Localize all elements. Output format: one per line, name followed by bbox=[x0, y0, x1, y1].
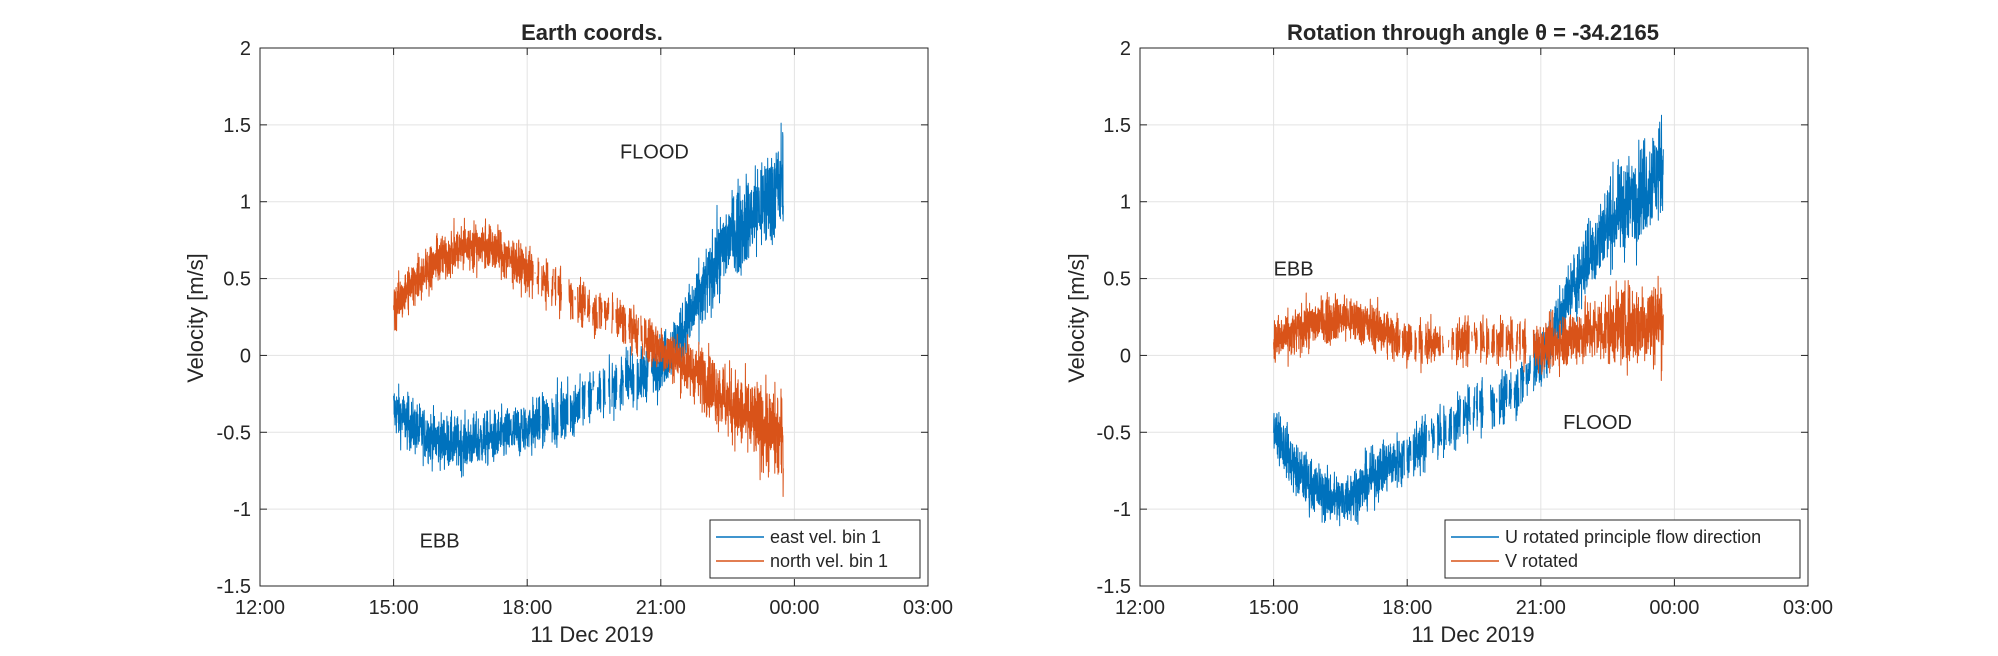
x-tick-label: 18:00 bbox=[1382, 597, 1432, 619]
x-tick-label: 21:00 bbox=[636, 597, 686, 619]
x-tick-label: 15:00 bbox=[1249, 597, 1299, 619]
x-tick-label: 00:00 bbox=[769, 597, 819, 619]
annotation-ebb: EBB bbox=[420, 531, 460, 553]
legend-entry: north vel. bin 1 bbox=[770, 551, 888, 571]
axes-box bbox=[259, 47, 929, 587]
axes-box bbox=[1139, 47, 1809, 587]
chart-earth-coords: Earth coords. 11 Dec 2019 Velocity [m/s]… bbox=[183, 20, 953, 647]
y-tick-label: 1 bbox=[1120, 192, 1131, 214]
y-axis-label: Velocity [m/s] bbox=[1064, 253, 1089, 383]
series-0-line bbox=[1273, 114, 1664, 527]
x-tick-label: 03:00 bbox=[1783, 597, 1833, 619]
legend-entry: V rotated bbox=[1505, 551, 1578, 571]
y-tick-label: -1.5 bbox=[1097, 576, 1131, 598]
y-tick-label: -0.5 bbox=[1097, 422, 1131, 444]
y-tick-label: -1.5 bbox=[217, 576, 251, 598]
y-tick-label: 0 bbox=[240, 345, 251, 367]
series-group bbox=[1273, 114, 1664, 527]
y-tick-label: 1 bbox=[240, 192, 251, 214]
annotation-ebb: EBB bbox=[1274, 258, 1314, 280]
chart-rotation: Rotation through angle θ = -34.2165 11 D… bbox=[1064, 20, 1833, 647]
legend: U rotated principle flow direction V rota… bbox=[1444, 519, 1801, 579]
x-axis-label: 11 Dec 2019 bbox=[1411, 622, 1534, 647]
x-tick-label: 03:00 bbox=[903, 597, 953, 619]
series-group bbox=[393, 122, 784, 497]
legend-box bbox=[1444, 519, 1801, 579]
y-tick-label: 2 bbox=[240, 38, 251, 60]
legend-entry: east vel. bin 1 bbox=[770, 527, 881, 547]
y-tick-label: 1.5 bbox=[223, 115, 251, 137]
y-tick-label: 0.5 bbox=[1103, 269, 1131, 291]
x-tick-label: 12:00 bbox=[1115, 597, 1165, 619]
series-1-line bbox=[393, 217, 784, 497]
y-tick-label: -0.5 bbox=[217, 422, 251, 444]
grid bbox=[1139, 47, 1809, 587]
y-tick-label: 0.5 bbox=[223, 269, 251, 291]
y-tick-label: -1 bbox=[233, 499, 251, 521]
legend-entry: U rotated principle flow direction bbox=[1505, 527, 1761, 547]
x-tick-label: 00:00 bbox=[1649, 597, 1699, 619]
chart-title: Rotation through angle θ = -34.2165 bbox=[1287, 20, 1659, 45]
legend-box bbox=[709, 519, 921, 579]
x-tick-label: 15:00 bbox=[369, 597, 419, 619]
x-tick-label: 12:00 bbox=[235, 597, 285, 619]
chart-title: Earth coords. bbox=[521, 20, 663, 45]
x-axis-label: 11 Dec 2019 bbox=[530, 622, 653, 647]
series-1-line bbox=[1273, 275, 1664, 381]
annotation-flood: FLOOD bbox=[1563, 412, 1632, 434]
y-tick-label: 2 bbox=[1120, 38, 1131, 60]
y-axis-label: Velocity [m/s] bbox=[183, 253, 208, 383]
y-tick-label: 0 bbox=[1120, 345, 1131, 367]
annotation-flood: FLOOD bbox=[620, 142, 689, 164]
series-0-line bbox=[393, 122, 784, 478]
y-tick-label: -1 bbox=[1113, 499, 1131, 521]
x-tick-label: 21:00 bbox=[1516, 597, 1566, 619]
legend: east vel. bin 1 north vel. bin 1 bbox=[709, 519, 921, 579]
x-tick-label: 18:00 bbox=[502, 597, 552, 619]
y-tick-label: 1.5 bbox=[1103, 115, 1131, 137]
